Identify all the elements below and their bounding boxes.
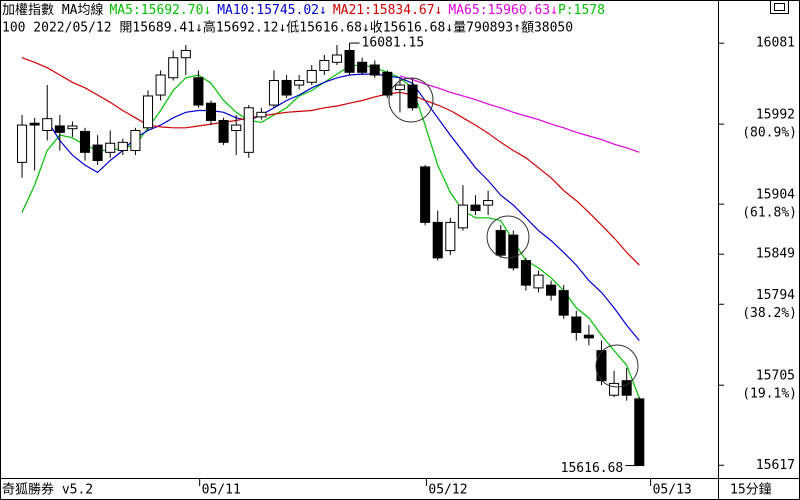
- candle-body: [218, 120, 229, 143]
- highlight-circle: [486, 215, 530, 259]
- candle-body: [407, 84, 418, 109]
- candle-body: [344, 49, 355, 73]
- candle-body: [495, 230, 506, 256]
- y-tick-label: 15794: [756, 288, 795, 303]
- candle-body: [306, 69, 317, 83]
- candle-body: [331, 54, 342, 63]
- candle-body: [445, 221, 456, 252]
- y-tick-sublabel: (61.8%): [742, 206, 797, 221]
- candle-body: [369, 64, 380, 76]
- legend-entry: MA5:15692.70↓: [109, 3, 211, 18]
- ma-line: [399, 75, 640, 153]
- candle-body: [256, 111, 267, 118]
- y-tick-label: 15904: [756, 188, 795, 203]
- y-tick-label: 15617: [756, 458, 795, 473]
- candle-body: [168, 57, 179, 79]
- y-tick-label: 15705: [756, 369, 795, 384]
- candle-body: [205, 102, 217, 122]
- candle-body: [571, 316, 582, 333]
- y-tick-sublabel: (38.2%): [742, 306, 797, 321]
- plot-area: [17, 43, 645, 467]
- y-tick-label: 15849: [756, 247, 795, 262]
- candle-body: [319, 59, 330, 71]
- candle-body: [621, 380, 632, 396]
- x-tick-label: 05/11: [202, 483, 241, 498]
- candle-body: [634, 398, 645, 467]
- candle-body: [520, 260, 531, 286]
- candle-body: [533, 274, 544, 289]
- y-tick-label: 15992: [756, 108, 795, 123]
- candle-body: [583, 334, 594, 339]
- legend-entry: MA65:15960.63↓: [448, 3, 558, 18]
- period: 15分鐘: [730, 482, 772, 498]
- chart-title: 加權指數 MA均線: [2, 2, 103, 18]
- window-button-icon: [774, 3, 785, 11]
- max-label: 16081.15: [362, 36, 425, 51]
- candle-body: [29, 122, 40, 126]
- ma-line: [46, 73, 640, 341]
- candle-body: [609, 382, 620, 396]
- candle-body: [243, 107, 254, 153]
- ma-line: [21, 57, 640, 266]
- highlight-circle: [388, 77, 434, 123]
- candle-body: [294, 79, 305, 86]
- candle-body: [382, 71, 393, 96]
- candle-body: [130, 130, 141, 152]
- y-tick-sublabel: (80.9%): [742, 126, 797, 141]
- info-line: 100 2022/05/12 開15689.41↓高15692.12↓低1561…: [2, 20, 573, 36]
- candle-body: [79, 130, 91, 153]
- x-tick-label: 05/13: [653, 483, 692, 498]
- candle-body: [180, 49, 191, 59]
- y-tick-sublabel: (19.1%): [742, 387, 797, 402]
- candle-body: [508, 234, 519, 269]
- highlight-circle: [595, 344, 639, 388]
- candle-body: [357, 61, 368, 73]
- candle-body: [231, 124, 242, 132]
- candle-body: [268, 79, 280, 106]
- candle-body: [420, 166, 431, 223]
- candle-body: [558, 290, 569, 316]
- candle-body: [105, 142, 116, 153]
- candle-body: [117, 141, 128, 152]
- candle-body: [193, 77, 204, 106]
- candle-body: [54, 125, 65, 133]
- candle-body: [546, 284, 557, 296]
- min-label: 15616.68: [561, 461, 624, 476]
- candle-body: [483, 200, 494, 206]
- candle-body: [281, 79, 292, 96]
- x-tick-label: 05/12: [428, 483, 467, 498]
- candle-body: [42, 118, 53, 132]
- candle-body: [470, 204, 481, 212]
- legend: 加權指數 MA均線 MA5:15692.70↓ MA10:15745.02↓ MA21…: [2, 2, 605, 18]
- candle-body: [142, 95, 154, 129]
- legend-tail: P:1578: [558, 3, 605, 18]
- y-tick-label: 16081: [756, 36, 795, 51]
- candle-body: [17, 124, 28, 163]
- window-button[interactable]: [770, 0, 789, 14]
- candle-body: [67, 125, 78, 130]
- candle-body: [432, 221, 443, 259]
- candle-body: [394, 84, 405, 91]
- candle-body: [457, 204, 468, 229]
- candle-body: [155, 74, 166, 96]
- candle-body: [92, 144, 103, 162]
- legend-entry: MA10:15745.02↓: [217, 3, 327, 18]
- legend-entry: MA21:15834.67↓: [333, 3, 443, 18]
- brand: 奇狐勝券 v5.2: [2, 482, 93, 498]
